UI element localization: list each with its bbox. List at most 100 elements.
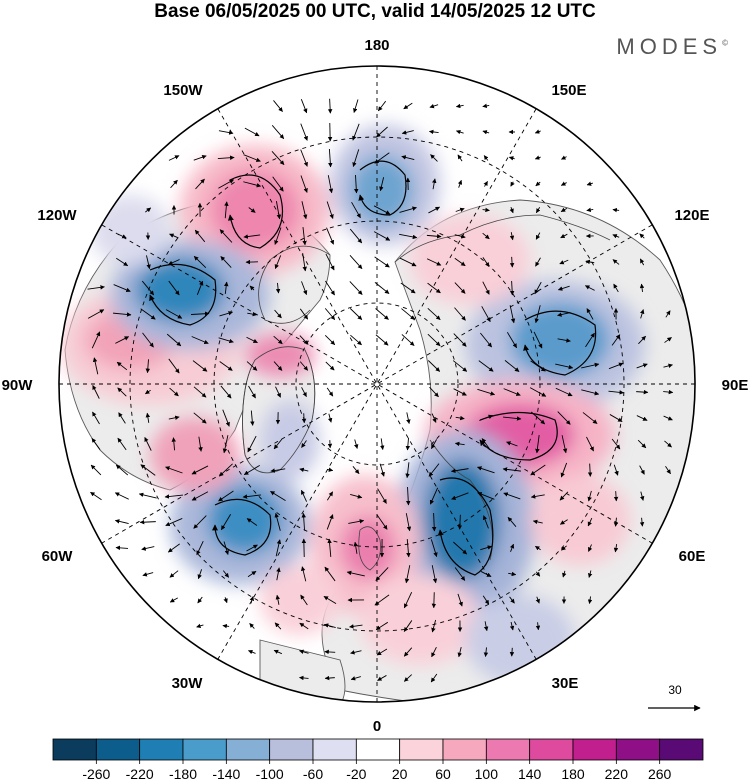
wind-vector [457, 154, 463, 162]
wind-vector [301, 413, 307, 424]
circulation-siberian-sea [358, 160, 407, 216]
lon-label-150e: 150E [551, 82, 586, 99]
wind-vector [191, 465, 209, 475]
wind-vector [167, 543, 180, 553]
wind-vector [639, 465, 645, 475]
wind-vector [116, 257, 129, 267]
wind-vector [608, 390, 624, 395]
graticule [59, 66, 695, 702]
wind-vector [138, 492, 157, 499]
wind-vector [222, 435, 229, 454]
colorbar-swatch [442, 738, 487, 761]
wind-vector [664, 337, 672, 343]
wind-vector [453, 333, 467, 347]
wind-vector [612, 207, 620, 213]
wind-vector [300, 175, 308, 193]
wind-vector [224, 201, 229, 219]
wind-vector [534, 129, 541, 134]
wind-vector [274, 255, 282, 270]
wind-vector [164, 494, 183, 499]
wind-vector [455, 129, 464, 135]
wind-vector [557, 285, 570, 291]
wind-vector [197, 596, 203, 604]
wind-vector [220, 385, 232, 399]
wind-vector [243, 234, 261, 239]
wind-vector [581, 389, 600, 396]
colorbar-tick-label: -140 [212, 766, 240, 782]
wind-vector [405, 513, 412, 532]
wind-vector [224, 281, 229, 294]
wind-vector [117, 387, 127, 397]
wind-vector [482, 257, 490, 268]
lon-label-60w: 60W [42, 548, 74, 565]
wind-vector [145, 359, 151, 374]
wind-vector [454, 282, 466, 294]
wind-vector [193, 412, 207, 424]
colorbar-tick-label: 260 [648, 766, 672, 782]
wind-vector [196, 280, 204, 295]
wind-vector [191, 491, 209, 501]
wind-vector [608, 362, 624, 370]
wind-vector [350, 650, 362, 655]
wind-vector [454, 307, 466, 321]
lon-label-120w: 120W [37, 207, 77, 224]
wind-vector [509, 621, 515, 631]
wind-vector [454, 567, 466, 581]
wind-vector [399, 233, 418, 240]
wind-vector [196, 541, 204, 556]
wind-vector [300, 149, 308, 167]
wind-vector [451, 468, 469, 473]
wind-vector [169, 570, 179, 578]
wind-vector [453, 388, 467, 396]
wind-vector [508, 156, 515, 161]
wind-vector [118, 412, 126, 424]
wind-vector [555, 387, 573, 397]
wind-vector [483, 621, 489, 632]
latitude-circle-80 [295, 302, 459, 466]
colorbar-swatch [182, 738, 227, 761]
wind-vector [404, 565, 411, 584]
wind-vector [197, 569, 203, 580]
wind-vector [192, 360, 208, 372]
circulation-central-siberia [523, 310, 597, 376]
wind-vector [169, 233, 179, 239]
wind-vector [145, 207, 152, 213]
wind-vector [168, 415, 180, 420]
wind-vector [457, 647, 462, 658]
wind-vector [171, 437, 177, 451]
anomaly-mediterranean-pos [360, 575, 480, 665]
wind-vector [349, 228, 363, 244]
wind-vector [247, 570, 257, 578]
circulation-lines [149, 160, 597, 576]
wind-vector [326, 227, 335, 245]
wind-vector [427, 333, 441, 347]
wind-vector [478, 360, 494, 372]
wind-vector [584, 285, 595, 291]
wind-vector [246, 544, 258, 552]
wind-vector [274, 227, 282, 245]
colorbar-tick-label: -20 [346, 766, 366, 782]
coast-canada-arctic [258, 245, 331, 324]
wind-vector [480, 332, 492, 348]
wind-vector [454, 257, 466, 267]
wind-vector [301, 440, 307, 448]
meridian-120e-60w [101, 224, 653, 544]
lon-label-180: 180 [364, 37, 389, 54]
wind-vector [535, 596, 540, 604]
wind-vector [509, 232, 515, 241]
wind-vector [401, 130, 414, 135]
wind-vector [587, 596, 593, 605]
wind-vector [480, 545, 493, 551]
wind-vector [194, 229, 206, 243]
wind-vector [349, 281, 363, 295]
wind-vector [275, 282, 281, 294]
wind-vector [483, 155, 489, 161]
wind-vector [637, 439, 647, 449]
wind-vector [588, 544, 593, 552]
wind-vector [193, 515, 207, 529]
modes-logo: MODES© [616, 34, 728, 60]
lon-label-90e: 90E [722, 377, 749, 394]
wind-vector [190, 311, 210, 316]
wind-vector [535, 257, 541, 267]
wind-vector [426, 258, 442, 266]
